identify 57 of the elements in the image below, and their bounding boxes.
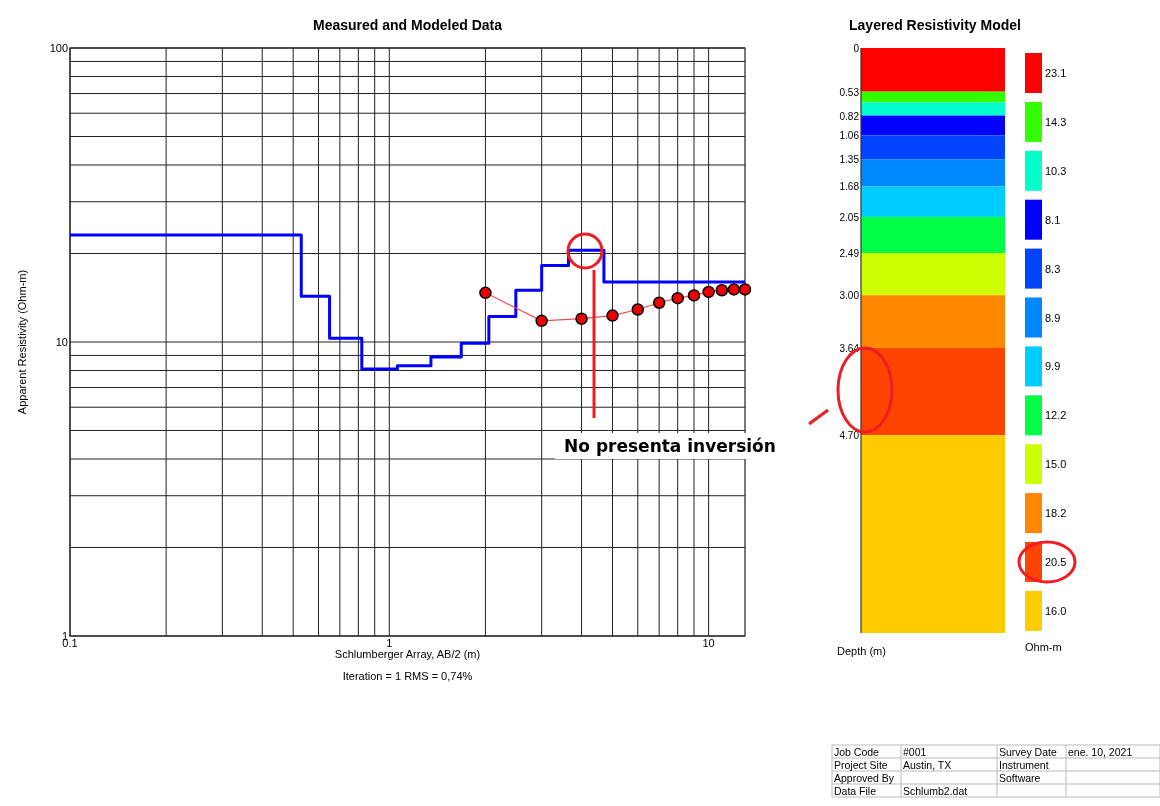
y-axis-title: Apparent Resistivity (Ohm-m)	[16, 269, 28, 415]
x-axis-title: Schlumberger Array, AB/2 (m)	[334, 648, 481, 660]
x-tick-label: 10	[702, 637, 715, 649]
text: 12.2	[1045, 409, 1067, 422]
y-tick-label: 0.82	[839, 110, 860, 122]
x-tick-label: 1	[386, 637, 393, 649]
y-tick-label: 1.06	[839, 130, 860, 142]
y-tick-label: 2.49	[839, 248, 860, 260]
bar	[861, 253, 1005, 296]
text: Survey Date	[999, 745, 1057, 758]
text: Software	[999, 771, 1041, 784]
text: 18.2	[1045, 507, 1067, 520]
y-tick-label: 10	[55, 336, 68, 348]
bar	[861, 159, 1005, 187]
text: 15.0	[1045, 458, 1067, 471]
text: 8.3	[1045, 262, 1061, 275]
bar	[861, 295, 1005, 348]
y-tick-label: 1.68	[839, 181, 860, 193]
text: Schlumb2.dat	[903, 784, 968, 797]
bar	[861, 102, 1005, 116]
bar	[861, 186, 1005, 217]
text: Approved By	[834, 771, 895, 784]
bar	[861, 115, 1005, 136]
bar	[861, 91, 1005, 103]
bar	[861, 347, 1005, 436]
y-tick-label: 0	[853, 43, 860, 54]
y-tick-label: 4.70	[839, 430, 860, 442]
text: #001	[903, 745, 927, 758]
y-tick-label: 1.35	[839, 154, 860, 166]
bar	[861, 135, 1005, 160]
text: Project Site	[834, 758, 888, 771]
bar	[861, 435, 1005, 633]
chart-title: Layered Resistivity Model	[849, 17, 1021, 33]
chart-title: Measured and Modeled Data	[312, 17, 503, 33]
text: 16.0	[1045, 604, 1067, 617]
annotation: No presenta inversión	[564, 436, 776, 456]
text: 14.3	[1045, 115, 1067, 128]
text: 10.3	[1045, 164, 1067, 177]
text: Iteration = 1 RMS = 0,74%	[342, 670, 473, 682]
y-tick-label: 0.53	[839, 86, 860, 98]
y-tick-label: 3.00	[839, 290, 860, 302]
y-tick-label: 2.05	[839, 211, 860, 223]
legend-title: Ohm-m	[1025, 641, 1062, 653]
text: Austin, TX	[903, 758, 952, 771]
bar	[861, 216, 1005, 254]
y-axis-title: Depth (m)	[837, 645, 886, 657]
text: Job Code	[834, 745, 880, 758]
text: 20.5	[1045, 556, 1067, 568]
text: Instrument	[999, 758, 1049, 771]
text: 8.9	[1045, 311, 1061, 324]
text: 8.1	[1045, 213, 1061, 226]
text: Data File	[834, 784, 877, 797]
text: ene. 10, 2021	[1068, 745, 1133, 758]
y-tick-label: 100	[49, 42, 68, 54]
bar	[861, 48, 1005, 92]
text: 23.1	[1045, 67, 1067, 79]
text: 9.9	[1045, 360, 1061, 373]
